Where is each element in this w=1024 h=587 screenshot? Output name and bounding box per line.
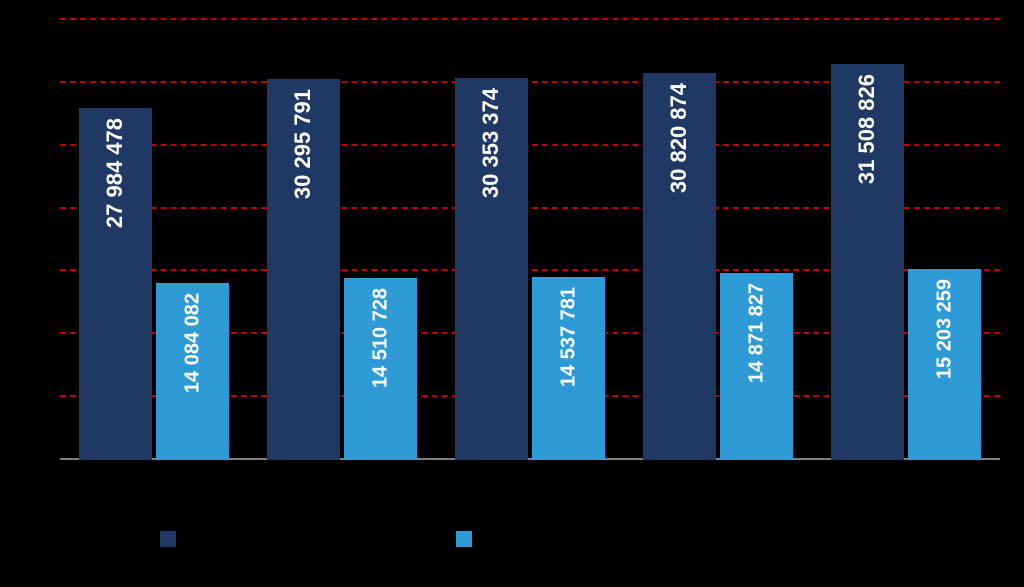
bar-series1: 30 353 374	[455, 78, 528, 460]
bar-value-label: 30 820 874	[666, 83, 692, 193]
legend-item	[160, 531, 196, 547]
bar-value-label: 14 084 082	[181, 293, 204, 393]
legend-label	[186, 532, 196, 546]
bar-value-label: 30 295 791	[290, 89, 316, 199]
legend-swatch	[456, 531, 472, 547]
plot-area: 27 984 478 14 084 082 30 295 791 14 510 728…	[60, 20, 1000, 460]
bar-series1: 31 508 826	[831, 64, 904, 460]
legend-label	[482, 532, 492, 546]
bar-value-label: 30 353 374	[478, 88, 504, 198]
bar-series2: 14 537 781	[532, 277, 605, 460]
bar-value-label: 14 871 827	[745, 283, 768, 383]
bar-value-label: 14 537 781	[557, 287, 580, 387]
bar-series1: 30 295 791	[267, 79, 340, 460]
bar-chart: 27 984 478 14 084 082 30 295 791 14 510 728…	[0, 0, 1024, 587]
bar-series2: 15 203 259	[908, 269, 981, 460]
legend	[160, 531, 492, 547]
bar-value-label: 27 984 478	[102, 118, 128, 228]
bar-series1: 30 820 874	[643, 73, 716, 460]
bar-value-label: 15 203 259	[933, 279, 956, 379]
legend-swatch	[160, 531, 176, 547]
gridline	[60, 18, 1000, 20]
legend-item	[456, 531, 492, 547]
bar-value-label: 31 508 826	[854, 74, 880, 184]
bar-series1: 27 984 478	[79, 108, 152, 460]
bar-series2: 14 084 082	[156, 283, 229, 460]
bar-series2: 14 871 827	[720, 273, 793, 460]
bar-value-label: 14 510 728	[369, 288, 392, 388]
bar-series2: 14 510 728	[344, 278, 417, 460]
